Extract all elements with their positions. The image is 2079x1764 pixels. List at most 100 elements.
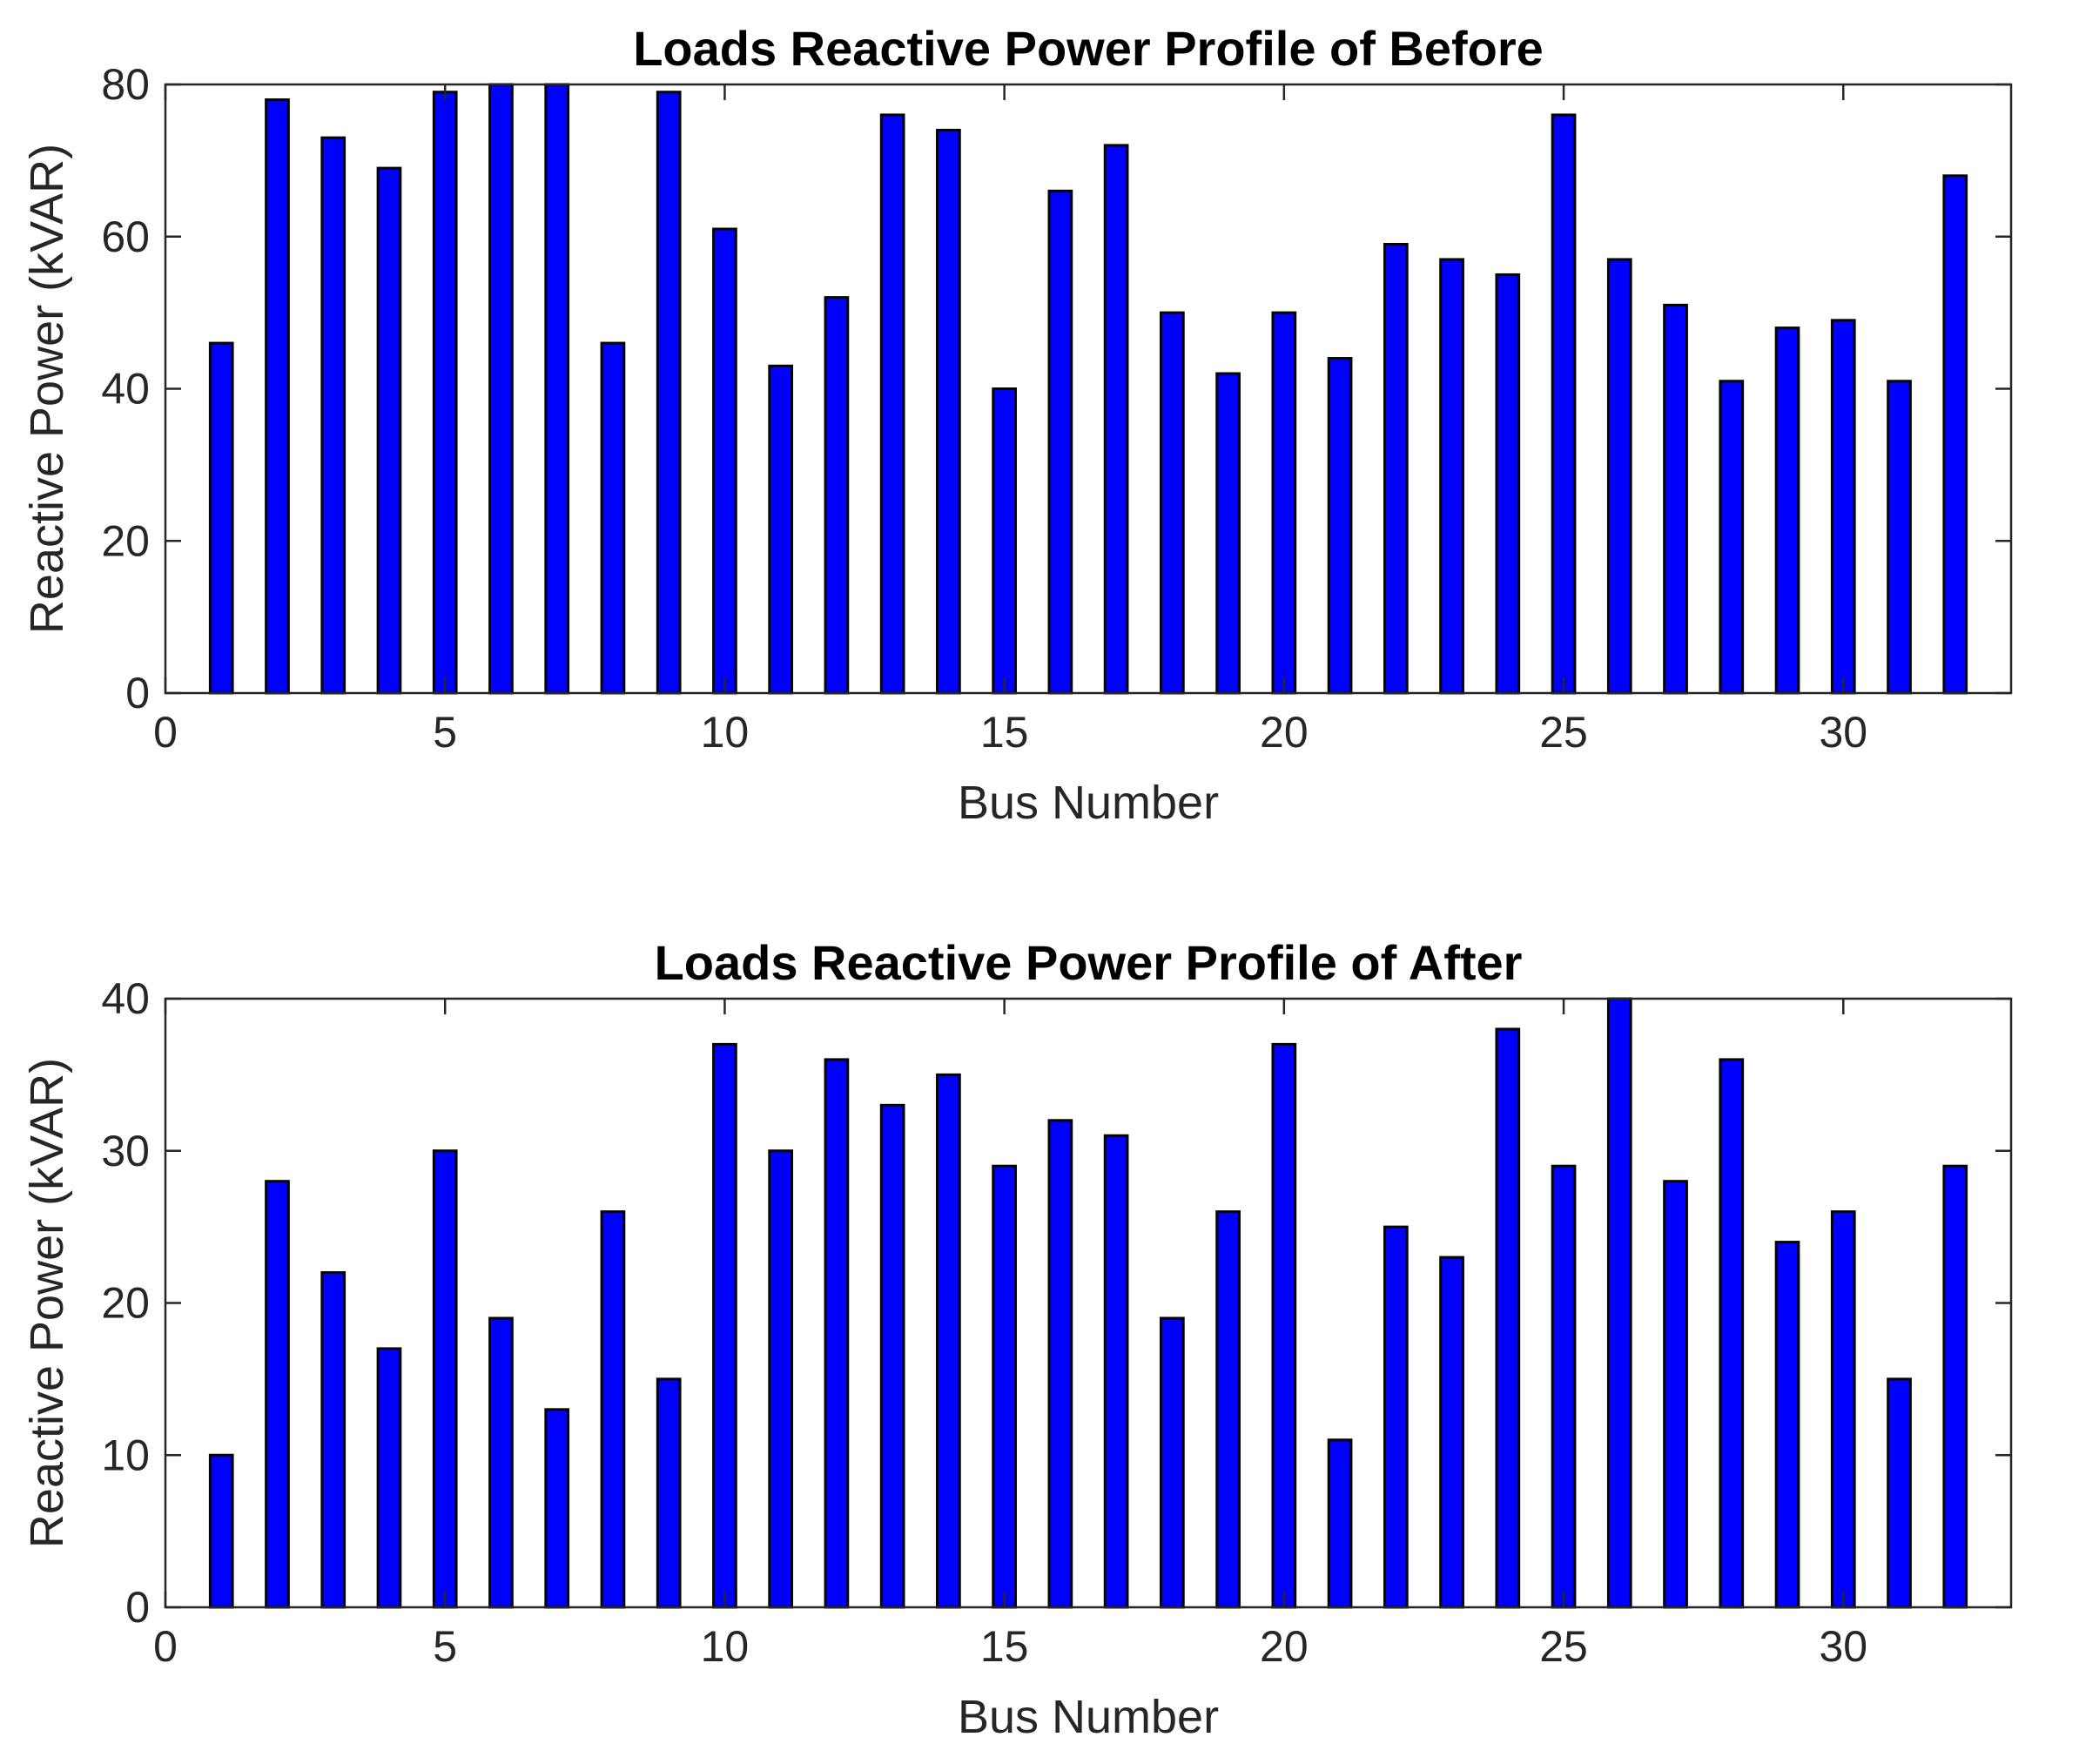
- y-axis-label: Reactive Power (kVAR): [21, 144, 73, 634]
- bar-bus-6: [488, 1316, 514, 1609]
- bar-bus-27: [1663, 303, 1688, 695]
- x-tick-label: 25: [1539, 708, 1588, 757]
- chart-title: Loads Reactive Power Profile of After: [655, 935, 1523, 990]
- plot-area: [165, 84, 2011, 693]
- x-tick-label: 5: [433, 1622, 457, 1671]
- x-axis-label: Bus Number: [958, 777, 1219, 829]
- bar-bus-28: [1719, 1058, 1745, 1609]
- bar-bus-17: [1103, 144, 1129, 695]
- bar-bus-21: [1327, 357, 1353, 695]
- bar-bus-28: [1719, 380, 1745, 695]
- x-tick-label: 10: [701, 1622, 750, 1671]
- bar-bus-31: [1887, 380, 1912, 695]
- bar-bus-18: [1160, 311, 1185, 695]
- x-tick-label: 0: [153, 1622, 178, 1671]
- x-tick-label: 20: [1260, 1622, 1309, 1671]
- bar-bus-13: [879, 1103, 905, 1609]
- bar-bus-23: [1439, 258, 1464, 695]
- bar-bus-5: [432, 91, 458, 695]
- bar-bus-21: [1327, 1438, 1353, 1609]
- bar-bus-9: [656, 1377, 682, 1609]
- bar-bus-29: [1774, 1241, 1800, 1609]
- bar-bus-32: [1942, 174, 1968, 695]
- bar-bus-25: [1551, 113, 1577, 695]
- bar-bus-11: [768, 364, 794, 695]
- bar-bus-3: [320, 136, 346, 695]
- bar-bus-23: [1439, 1256, 1464, 1609]
- bar-bus-17: [1103, 1134, 1129, 1609]
- x-tick-label: 30: [1819, 1622, 1867, 1671]
- bar-bus-8: [600, 1210, 626, 1609]
- x-tick-label: 25: [1539, 1622, 1588, 1671]
- x-tick-label: 5: [433, 708, 457, 757]
- bar-bus-10: [712, 1042, 737, 1609]
- bar-bus-4: [376, 166, 402, 695]
- y-tick-label: 0: [125, 1583, 150, 1632]
- bar-bus-24: [1495, 273, 1521, 695]
- x-tick-label: 15: [980, 1622, 1029, 1671]
- bar-bus-15: [992, 1164, 1017, 1609]
- bar-bus-32: [1942, 1164, 1968, 1609]
- bar-bus-19: [1215, 372, 1241, 695]
- bar-bus-2: [265, 98, 290, 695]
- bar-bus-16: [1047, 189, 1073, 695]
- bar-bus-8: [600, 341, 626, 695]
- bar-bus-12: [824, 296, 850, 695]
- x-tick-label: 10: [701, 708, 750, 757]
- bar-bus-13: [879, 113, 905, 695]
- chart-1: 0 5 10 15 20 25 30 0 20 40 60 80 Loads Reactive Powe…: [21, 21, 2013, 829]
- bar-bus-7: [544, 83, 570, 695]
- bar-bus-2: [265, 1180, 290, 1609]
- x-tick-label: 30: [1819, 708, 1867, 757]
- bar-bus-27: [1663, 1180, 1688, 1609]
- bar-bus-26: [1606, 997, 1632, 1609]
- bar-bus-7: [544, 1408, 570, 1609]
- y-tick-label: 40: [101, 365, 150, 414]
- bar-bus-12: [824, 1058, 850, 1609]
- bar-bus-25: [1551, 1164, 1577, 1609]
- x-axis-label: Bus Number: [958, 1691, 1219, 1743]
- bar-bus-6: [488, 83, 514, 695]
- bar-bus-10: [712, 227, 737, 695]
- bar-bus-11: [768, 1149, 794, 1609]
- bar-bus-15: [992, 387, 1017, 695]
- chart-title: Loads Reactive Power Profile of Before: [633, 21, 1544, 76]
- bar-bus-4: [376, 1347, 402, 1609]
- y-tick-label: 20: [101, 516, 150, 565]
- y-tick-label: 20: [101, 1279, 150, 1328]
- y-axis-label: Reactive Power (kVAR): [21, 1058, 73, 1548]
- bar-bus-22: [1383, 242, 1409, 695]
- bar-bus-20: [1271, 1042, 1297, 1609]
- bar-bus-14: [936, 128, 961, 695]
- bar-bus-30: [1830, 1210, 1856, 1609]
- bar-bus-31: [1887, 1377, 1912, 1609]
- bar-bus-16: [1047, 1119, 1073, 1609]
- bar-bus-1: [208, 341, 234, 695]
- x-tick-label: 20: [1260, 708, 1309, 757]
- bar-bus-5: [432, 1149, 458, 1609]
- bar-bus-20: [1271, 311, 1297, 695]
- bar-bus-19: [1215, 1210, 1241, 1609]
- bar-bus-1: [208, 1453, 234, 1609]
- bar-bus-26: [1606, 258, 1632, 695]
- chart-2: 0 5 10 15 20 25 30 0 10 20 30 40 Loads Reactive Powe…: [21, 935, 2013, 1743]
- y-tick-label: 80: [101, 60, 150, 109]
- bar-bus-30: [1830, 319, 1856, 695]
- x-tick-label: 15: [980, 708, 1029, 757]
- bar-bus-3: [320, 1271, 346, 1609]
- plot-area: [165, 999, 2011, 1607]
- y-tick-label: 0: [125, 669, 150, 717]
- bar-bus-24: [1495, 1027, 1521, 1609]
- y-tick-label: 60: [101, 212, 150, 261]
- bar-bus-29: [1774, 327, 1800, 695]
- bar-bus-22: [1383, 1225, 1409, 1609]
- bar-bus-9: [656, 91, 682, 695]
- y-tick-label: 40: [101, 974, 150, 1023]
- bar-bus-18: [1160, 1316, 1185, 1609]
- bar-bus-14: [936, 1073, 961, 1609]
- y-tick-label: 30: [101, 1127, 150, 1175]
- x-tick-label: 0: [153, 708, 178, 757]
- y-tick-label: 10: [101, 1431, 150, 1479]
